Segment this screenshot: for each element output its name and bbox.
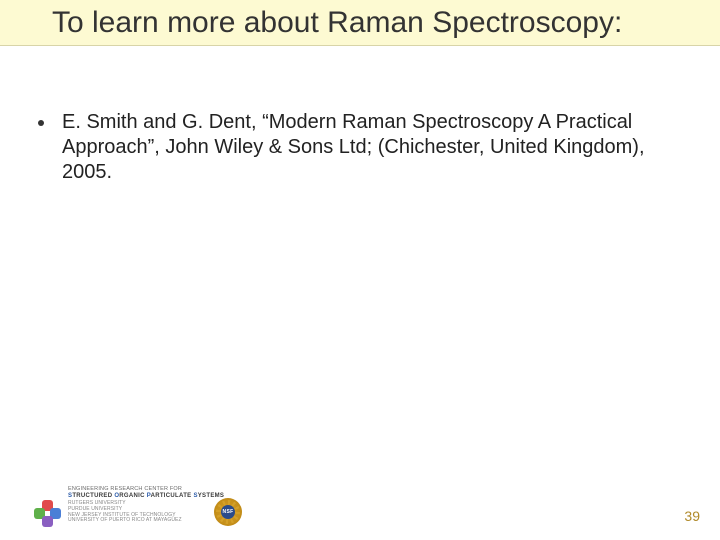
- slide-footer: ENGINEERING RESEARCH CENTER FOR STRUCTUR…: [34, 482, 700, 526]
- body-area: E. Smith and G. Dent, “Modern Raman Spec…: [38, 110, 680, 185]
- footer-affiliation: ENGINEERING RESEARCH CENTER FOR STRUCTUR…: [68, 486, 224, 524]
- bullet-item: E. Smith and G. Dent, “Modern Raman Spec…: [38, 110, 680, 185]
- bullet-text: E. Smith and G. Dent, “Modern Raman Spec…: [62, 110, 680, 185]
- title-band: To learn more about Raman Spectroscopy:: [0, 0, 720, 46]
- footer-line2: STRUCTURED ORGANIC PARTICULATE SYSTEMS: [68, 493, 224, 500]
- footer-line1: ENGINEERING RESEARCH CENTER FOR: [68, 486, 224, 492]
- nsf-logo-icon: NSF: [214, 498, 242, 526]
- slide-title: To learn more about Raman Spectroscopy:: [52, 6, 680, 41]
- bullet-dot-icon: [38, 120, 44, 126]
- sops-logo-icon: [34, 500, 60, 526]
- footer-univ-4: UNIVERSITY OF PUERTO RICO AT MAYAGÜEZ: [68, 518, 224, 524]
- page-number: 39: [684, 508, 700, 524]
